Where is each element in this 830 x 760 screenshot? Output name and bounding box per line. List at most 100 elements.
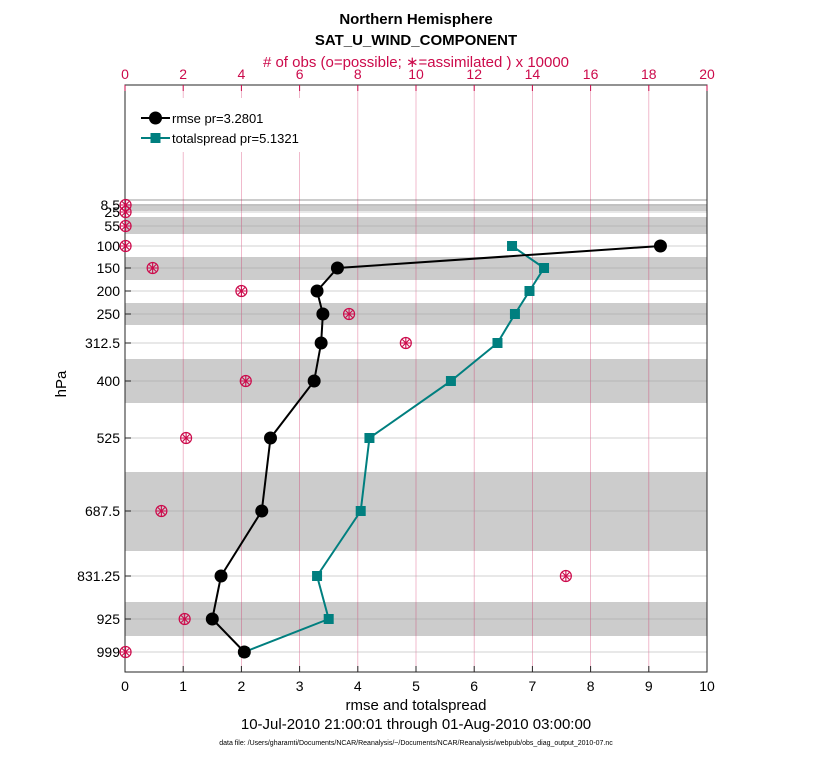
y-tick-label-200: 200 (97, 283, 121, 299)
y-tick-label-150: 150 (97, 260, 121, 276)
obs-assimilated-marker-999 (120, 647, 131, 657)
y-tick-label-55: 55 (104, 218, 120, 234)
totalspread-point-525 (364, 433, 375, 443)
obs-assimilated-marker-200 (236, 286, 247, 296)
top-axis-label: # of obs (o=possible; ∗=assimilated ) x … (263, 54, 569, 71)
layer-band-2 (125, 217, 707, 234)
obs-assimilated-marker-150 (147, 263, 158, 273)
obs-possible-marker-925 (178, 612, 191, 626)
rmse-point-831.25 (214, 569, 228, 583)
rmse-point-400 (307, 374, 321, 388)
obs-possible-marker-525 (180, 431, 193, 445)
totalspread-point-400 (445, 376, 456, 386)
y-tick-label-400: 400 (97, 373, 121, 389)
y-tick-label-100: 100 (97, 238, 121, 254)
totalspread-point-200 (524, 286, 535, 296)
y-tick-label-999: 999 (97, 644, 121, 660)
totalspread-point-312.5 (492, 338, 503, 348)
obs-possible-marker-55 (119, 219, 132, 233)
y-tick-label-831.25: 831.25 (77, 568, 120, 584)
totalspread-point-831.25 (312, 571, 323, 581)
x-tick-label-8: 8 (587, 678, 595, 694)
obs-assimilated-marker-925 (179, 614, 190, 624)
rmse-point-925 (205, 612, 219, 626)
data-file-note: data file: /Users/gharamti/Documents/NCA… (219, 740, 613, 747)
obs-assimilated-marker-55 (120, 221, 131, 231)
x-tick-label-0: 0 (121, 678, 129, 694)
chart-title: Northern Hemisphere (339, 11, 492, 28)
obs-possible-marker-312.5 (399, 336, 412, 350)
series-layer (205, 239, 667, 659)
top-tick-label-12: 12 (466, 66, 482, 82)
totalspread-point-925 (323, 614, 334, 624)
top-tick-label-18: 18 (641, 66, 657, 82)
layer-band-6 (125, 472, 707, 551)
obs-possible-marker-400 (239, 374, 252, 388)
top-tick-label-4: 4 (238, 66, 246, 82)
obs-possible-marker-25 (119, 205, 132, 219)
top-tick-label-10: 10 (408, 66, 424, 82)
top-axis-ticks: 0 2 4 6 8 10 12 14 16 18 20 (121, 66, 715, 91)
x-axis-ticks: 0 1 2 3 4 5 6 7 8 9 10 (121, 666, 715, 694)
y-tick-label-925: 925 (97, 611, 121, 627)
top-tick-label-6: 6 (296, 66, 304, 82)
obs-assimilated-marker-25 (120, 207, 131, 217)
top-tick-label-20: 20 (699, 66, 715, 82)
rmse-point-687.5 (255, 504, 269, 518)
y-axis-label: hPa (53, 370, 70, 397)
x-tick-label-10: 10 (699, 678, 715, 694)
obs-possible-marker-100 (119, 239, 132, 253)
x-tick-label-4: 4 (354, 678, 362, 694)
x-tick-label-1: 1 (179, 678, 187, 694)
obs-count-markers (119, 198, 572, 659)
obs-assimilated-marker-525 (181, 433, 192, 443)
top-tick-label-16: 16 (583, 66, 599, 82)
obs-possible-marker-999 (119, 645, 132, 659)
chart-subtitle: SAT_U_WIND_COMPONENT (315, 32, 517, 49)
y-tick-label-25: 25 (104, 204, 120, 220)
obs-assimilated-marker-831.25 (560, 571, 571, 581)
legend-box (134, 98, 322, 152)
x-tick-label-6: 6 (470, 678, 478, 694)
obs-possible-marker-200 (235, 284, 248, 298)
totalspread-point-687.5 (355, 506, 366, 516)
date-range: 10-Jul-2010 21:00:01 through 01-Aug-2010… (241, 716, 591, 733)
top-tick-label-8: 8 (354, 66, 362, 82)
totalspread-point-250 (509, 309, 520, 319)
totalspread-point-150 (539, 263, 550, 273)
x-tick-label-5: 5 (412, 678, 420, 694)
obs-assimilated-marker-312.5 (400, 338, 411, 348)
obs-assimilated-marker-100 (120, 241, 131, 251)
layer-band-1 (125, 204, 707, 211)
obs-possible-marker-250 (342, 307, 356, 321)
obs-assimilated-marker-400 (240, 376, 251, 386)
legend-rmse-label: rmse pr=3.2801 (172, 111, 263, 126)
legend-rmse-marker (149, 111, 162, 125)
x-tick-label-3: 3 (296, 678, 304, 694)
layer-band-3 (125, 257, 707, 280)
top-tick-label-14: 14 (525, 66, 541, 82)
rmse-point-100 (653, 239, 667, 253)
obs-assimilated-marker-8.5 (120, 200, 131, 210)
legend-spread-label: totalspread pr=5.1321 (172, 131, 299, 146)
y-tick-label-525: 525 (97, 430, 121, 446)
rmse-point-312.5 (314, 336, 328, 350)
x-tick-label-7: 7 (529, 678, 537, 694)
obs-assimilated-marker-687.5 (156, 506, 167, 516)
x-axis-label: rmse and totalspread (346, 697, 487, 714)
x-tick-label-2: 2 (238, 678, 246, 694)
obs-assimilated-marker-250 (344, 309, 355, 319)
top-tick-label-0: 0 (121, 66, 129, 82)
totalspread-point-100 (507, 241, 518, 251)
grid-lines (125, 85, 707, 672)
rmse-point-250 (316, 307, 330, 321)
y-tick-label-312.5: 312.5 (85, 335, 120, 351)
obs-possible-marker-150 (146, 261, 159, 275)
rmse-point-999 (237, 645, 251, 659)
obs-possible-marker-687.5 (155, 504, 168, 518)
y-tick-label-687.5: 687.5 (85, 503, 120, 519)
y-tick-label-8.5: 8.5 (101, 197, 121, 213)
legend-spread-marker (150, 133, 161, 143)
